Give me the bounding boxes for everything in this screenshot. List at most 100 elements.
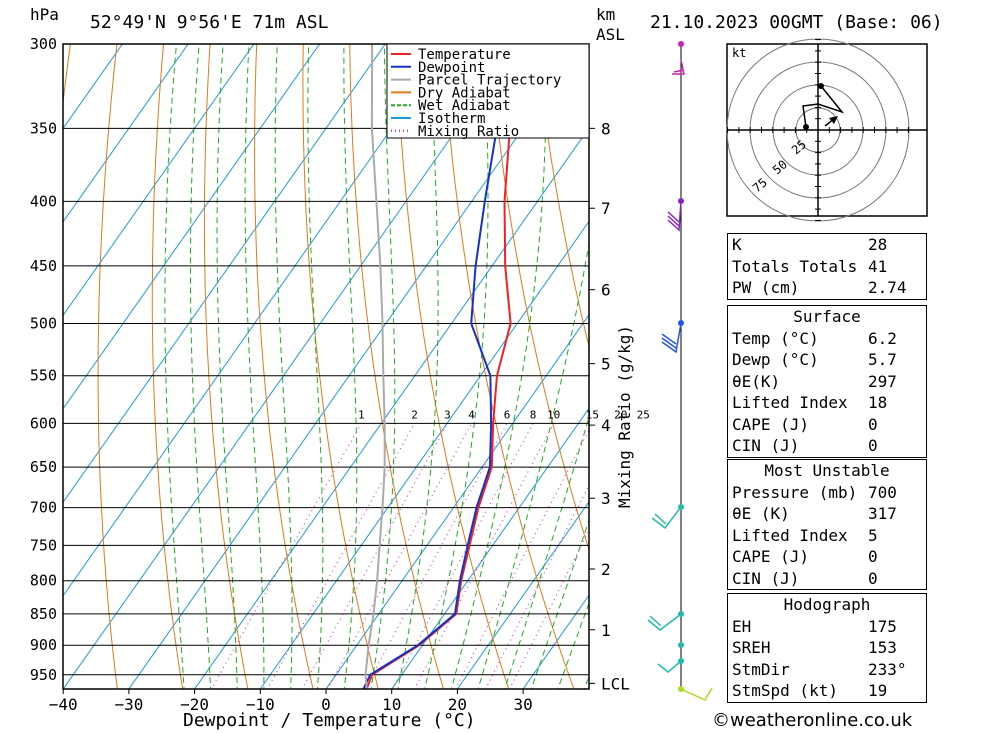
km-tick-label: 1 [601, 621, 611, 640]
pressure-label: 450 [30, 257, 57, 275]
wind-barb [667, 200, 682, 232]
isotherm-line [63, 44, 124, 130]
hodo-row-sreh: SREH 153 [732, 638, 897, 657]
pressure-label: 650 [30, 458, 57, 476]
km-unit-label: km [596, 5, 615, 24]
wind-barb [672, 59, 685, 75]
hodo-row-stmdir: StmDir 233° [732, 659, 907, 679]
hodo-row-eh: EH 175 [732, 616, 897, 636]
wind-barb [657, 660, 682, 673]
x-tick-label: −20 [180, 695, 209, 714]
asl-unit-label: ASL [596, 25, 625, 44]
wet-adiabat-line [343, 44, 358, 689]
km-tick-label: 8 [601, 119, 611, 138]
plot-frame [62, 43, 590, 690]
km-tick-label: LCL [601, 674, 630, 693]
surface-title: Surface [793, 307, 861, 326]
mixing-ratio-axis-title: Mixing Ratio (g/kg) [615, 325, 634, 508]
wind-barb [651, 506, 682, 530]
km-tick-label: 6 [601, 281, 611, 300]
mu-row-cin: CIN (J) 0 [732, 568, 878, 588]
hodograph-point [803, 124, 809, 130]
profile-series [362, 44, 512, 689]
dry-adiabat-line [302, 44, 379, 689]
dry-adiabat-line [955, 44, 1000, 703]
dry-adiabat-line [97, 44, 118, 689]
mixing-ratio-label: 4 [468, 408, 475, 421]
credit-link[interactable]: ©weatheronline.co.uk [712, 710, 913, 731]
pressure-label: 300 [30, 35, 57, 53]
legend-label: Wet Adiabat [418, 98, 511, 114]
height-axis: 8 7 6 5 4 3 2 1 LCL [589, 119, 630, 693]
pressure-label: 950 [30, 666, 57, 684]
wet-adiabat-line [450, 44, 547, 689]
mixing-ratio-line [364, 423, 508, 689]
dry-adiabat-line [442, 44, 575, 689]
wind-profile [647, 41, 713, 701]
most-unstable-title: Most Unstable [764, 461, 890, 480]
wind-barb [661, 322, 682, 354]
x-axis-title: Dewpoint / Temperature (°C) [183, 710, 476, 731]
pressure-label: 350 [30, 119, 57, 137]
isotherm-line [63, 44, 321, 410]
mixing-ratio-label: 1 [358, 408, 365, 421]
index-row-k: K 28 [732, 235, 888, 254]
wet-adiabat-line [370, 44, 396, 689]
dry-adiabat-line [535, 44, 589, 349]
isotherm-line [391, 407, 589, 689]
mu-row-cape: CAPE (J) 0 [732, 547, 878, 566]
x-tick-label: −40 [49, 695, 78, 714]
mixing-ratio-label: 25 [637, 408, 650, 421]
legend-box [386, 43, 590, 139]
isotherm-line [63, 44, 189, 223]
most-unstable-table: Most Unstable Pressure (mb) 700 θE (K) 317… [727, 459, 927, 590]
pressure-label: 900 [30, 636, 57, 654]
pressure-label: 700 [30, 499, 57, 517]
mixing-ratio-label: 8 [530, 408, 537, 421]
wind-level-dot [678, 642, 684, 648]
wet-adiabat-line [397, 44, 439, 689]
x-tick-label: 0 [321, 695, 331, 714]
storm-motion-arrow-head [829, 116, 838, 124]
mu-row-thetae: θE (K) 317 [732, 504, 897, 523]
x-tick-label: 30 [513, 695, 532, 714]
hodo-row-stmspd: StmSpd (kt) 19 [732, 681, 888, 700]
mu-row-li: Lifted Index 5 [732, 525, 878, 545]
location-title: 52°49'N 9°56'E 71m ASL [90, 12, 329, 33]
wind-barb [647, 613, 682, 631]
dry-adiabat-line [203, 44, 249, 689]
temperature-line [365, 44, 512, 689]
pressure-label: 600 [30, 414, 57, 432]
mixing-ratio-label: 3 [444, 408, 451, 421]
mixing-ratio-line [413, 423, 555, 689]
surface-row-temp: Temp (°C) 6.2 [732, 328, 897, 348]
mixing-ratio-labels: 1 2 3 4 6 8 10 15 20 25 [358, 408, 650, 421]
km-tick-label: 7 [601, 199, 611, 218]
isotherm-line [63, 44, 255, 317]
pressure-label: 850 [30, 605, 57, 623]
pressure-axis-labels: 300 350 400 450 500 550 600 650 700 750 800 850 900 9… [30, 35, 57, 684]
wet-adiabat-line [307, 44, 324, 689]
hpa-unit-label: hPa [30, 5, 59, 24]
mu-row-pressure: Pressure (mb) 700 [732, 482, 897, 502]
dry-adiabat-line [349, 44, 445, 689]
mixing-ratio-label: 15 [586, 408, 599, 421]
surface-row-cin: CIN (J) 0 [732, 436, 878, 455]
wind-barb [680, 687, 713, 701]
hodograph-trace [802, 85, 845, 128]
mixing-ratio-label: 6 [504, 408, 511, 421]
legend-label: Dry Adiabat [418, 85, 511, 101]
km-tick-label: 2 [601, 560, 611, 579]
mixing-ratio-label: 20 [614, 408, 627, 421]
general-indices-table: K 28 Totals Totals 41 PW (cm) 2.74 [727, 233, 927, 300]
surface-row-dewp: Dewp (°C) 5.7 [732, 350, 897, 369]
surface-row-cape: CAPE (J) 0 [732, 414, 878, 434]
x-tick-label: 20 [448, 695, 467, 714]
hodograph-point [818, 83, 824, 89]
legend-label: Dewpoint [418, 60, 485, 76]
surface-row-thetae: θE(K) 297 [732, 371, 897, 391]
x-tick-label: −10 [246, 695, 275, 714]
x-tick-label: −30 [114, 695, 143, 714]
